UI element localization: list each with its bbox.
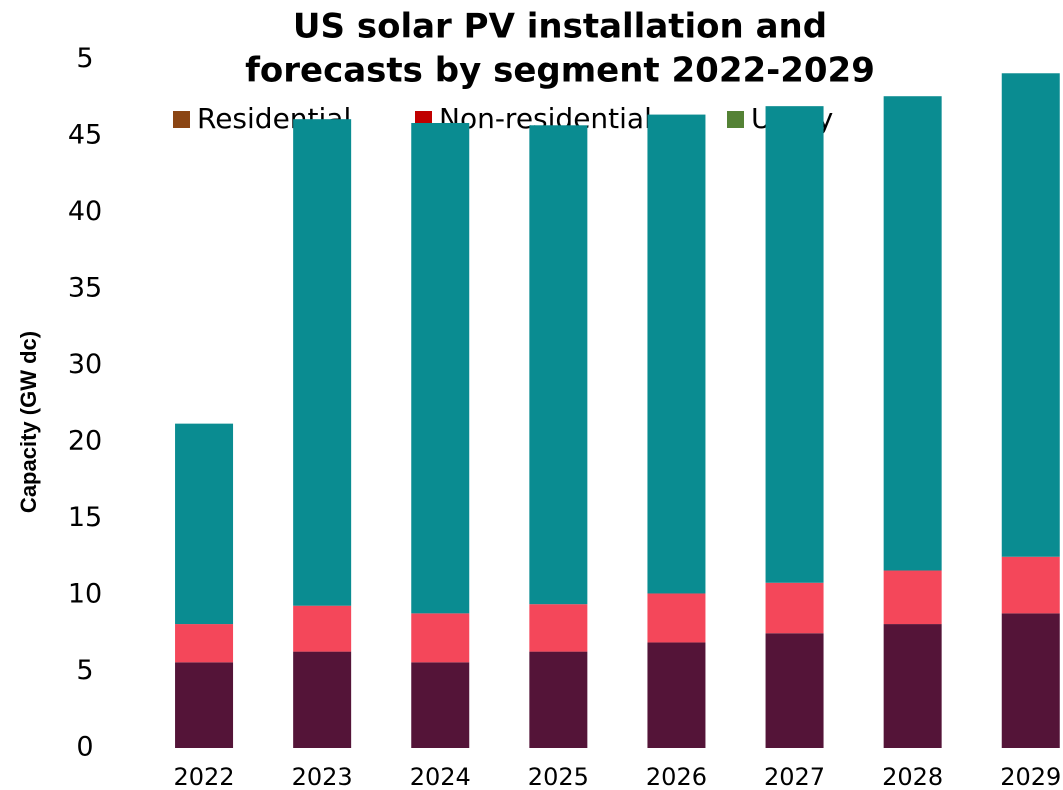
bar-segment	[411, 662, 470, 748]
bar-segment	[765, 106, 824, 583]
bar-segment	[883, 570, 942, 625]
bar-segment	[883, 624, 942, 748]
bar-segment	[175, 662, 234, 748]
x-tick-label: 2023	[292, 763, 353, 790]
y-tick-label: 5	[76, 43, 93, 74]
bar-segment	[647, 593, 706, 643]
chart-title: US solar PV installation and	[293, 7, 827, 47]
bar-segment	[1001, 556, 1060, 614]
bar-segment	[765, 633, 824, 748]
bar-segment	[883, 96, 942, 571]
x-tick-label: 2025	[528, 763, 589, 790]
legend-swatch	[727, 111, 744, 128]
x-tick-label: 2024	[410, 763, 471, 790]
y-tick-label: 45	[68, 120, 102, 151]
bar-segment	[175, 423, 234, 625]
y-tick-label: 0	[76, 732, 93, 763]
x-tick-label: 2027	[764, 763, 825, 790]
legend-swatch	[173, 111, 190, 128]
chart-title: forecasts by segment 2022-2029	[245, 51, 875, 91]
y-tick-label: 5	[76, 655, 93, 686]
x-tick-label: 2028	[882, 763, 943, 790]
x-tick-label: 2026	[646, 763, 707, 790]
y-tick-label: 15	[68, 502, 102, 533]
y-tick-label: 40	[68, 196, 102, 227]
x-tick-label: 2022	[174, 763, 235, 790]
x-tick-label: 2029	[1000, 763, 1061, 790]
bar-segment	[293, 651, 352, 748]
bar-segment	[529, 604, 588, 652]
y-tick-label: 35	[68, 273, 102, 304]
bar-segment	[647, 114, 706, 594]
y-tick-label: 30	[68, 349, 102, 380]
bar-segment	[1001, 73, 1060, 557]
bar-segment	[411, 613, 470, 663]
bar-segment	[529, 125, 588, 605]
bar-segment	[529, 651, 588, 748]
bar-segment	[175, 624, 234, 663]
y-tick-label: 20	[68, 426, 102, 457]
bar-segment	[293, 119, 352, 606]
bar-segment	[647, 642, 706, 748]
y-tick-label: 10	[68, 579, 102, 610]
bar-segment	[765, 582, 824, 634]
bar-segment	[411, 122, 470, 614]
bar-segment	[293, 605, 352, 652]
bar-segment	[1001, 613, 1060, 748]
y-axis-title: Capacity (GW dc)	[16, 331, 41, 513]
